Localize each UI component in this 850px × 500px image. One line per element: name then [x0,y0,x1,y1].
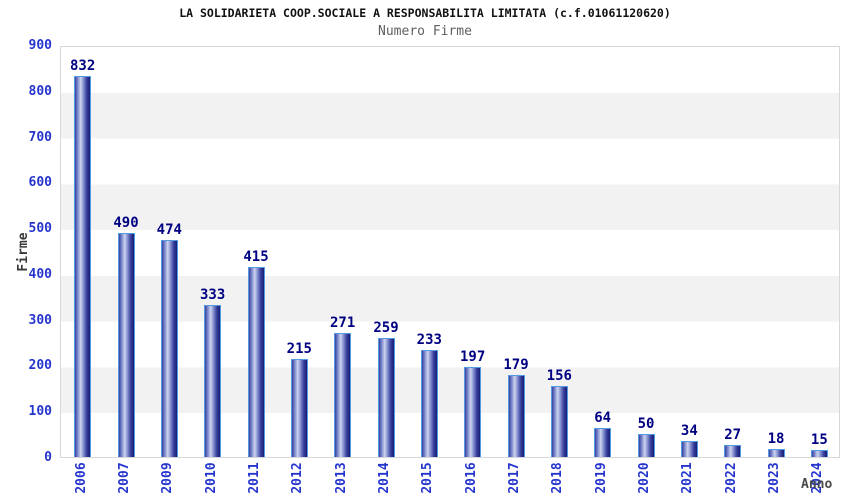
x-tick-label: 2019 [593,462,609,494]
chart-subtitle: Numero Firme [378,24,472,39]
x-tick-label: 2023 [767,462,782,494]
bar-value-label: 27 [724,427,742,443]
x-tick-label: 2016 [463,462,479,494]
y-axis-title: Firme [16,232,31,272]
bar-value-label: 179 [503,357,529,373]
bar [420,350,438,457]
x-tick-label: 2020 [637,462,652,494]
bar [464,367,482,457]
x-tick-label: 2021 [680,462,696,494]
bar-value-label: 415 [243,249,269,265]
bar [334,333,352,457]
y-tick-label: 200 [28,358,52,374]
y-tick-label: 800 [28,83,52,99]
bar-value-label: 64 [594,410,612,426]
bar [74,76,92,457]
bar-value-label: 259 [373,320,399,336]
x-tick-label: 2007 [117,462,132,494]
x-tick-label: 2014 [377,462,392,494]
bar-value-label: 233 [416,332,442,348]
bar [637,434,655,457]
bar-value-label: 474 [156,222,182,238]
bar [767,449,785,457]
x-tick-label: 2012 [290,462,306,494]
bar-value-label: 271 [330,315,356,331]
chart-title: LA SOLIDARIETA COOP.SOCIALE A RESPONSABI… [179,6,671,20]
x-tick-label: 2015 [420,462,436,494]
y-tick-label: 100 [28,404,52,420]
bar [290,359,308,457]
y-tick-label: 900 [28,38,52,53]
x-tick-label: 2006 [73,462,89,494]
bar [377,338,395,457]
bar-value-label: 34 [680,423,698,439]
y-tick-label: 300 [28,312,52,328]
x-axis-title: Anno [801,477,833,492]
x-tick-label: 2010 [203,462,219,494]
bar [247,267,265,457]
bar-value-label: 18 [767,431,785,447]
bar [594,428,612,457]
bar [204,305,222,457]
bar-value-label: 156 [546,368,572,384]
bar [810,450,828,457]
x-tick-label: 2009 [160,462,176,494]
y-tick-label: 0 [44,450,52,465]
x-tick-label: 2022 [723,462,739,494]
bar-value-label: 15 [810,432,828,448]
x-tick-label: 2013 [333,462,349,494]
x-tick-label: 2017 [507,462,522,494]
bar [507,375,525,457]
y-tick-label: 600 [28,175,52,191]
y-tick-label: 700 [28,129,52,145]
bar-value-label: 215 [286,341,312,357]
y-tick-label: 500 [28,221,52,237]
bar [117,233,135,457]
plot-area: 832 490 474 333 415 215 271 259 233 197 179 156 64 50… [60,46,840,458]
bar-value-label: 490 [113,215,139,231]
bar [680,441,698,457]
x-tick-label: 2018 [550,462,566,494]
bar-value-label: 832 [70,58,96,74]
bar [724,445,742,457]
bar-value-label: 197 [460,349,486,365]
bar-value-label: 50 [637,416,655,432]
x-tick-label: 2011 [247,462,262,494]
y-tick-label: 400 [28,266,52,282]
bar [160,240,178,457]
bar [550,386,568,457]
bar-value-label: 333 [200,287,226,303]
